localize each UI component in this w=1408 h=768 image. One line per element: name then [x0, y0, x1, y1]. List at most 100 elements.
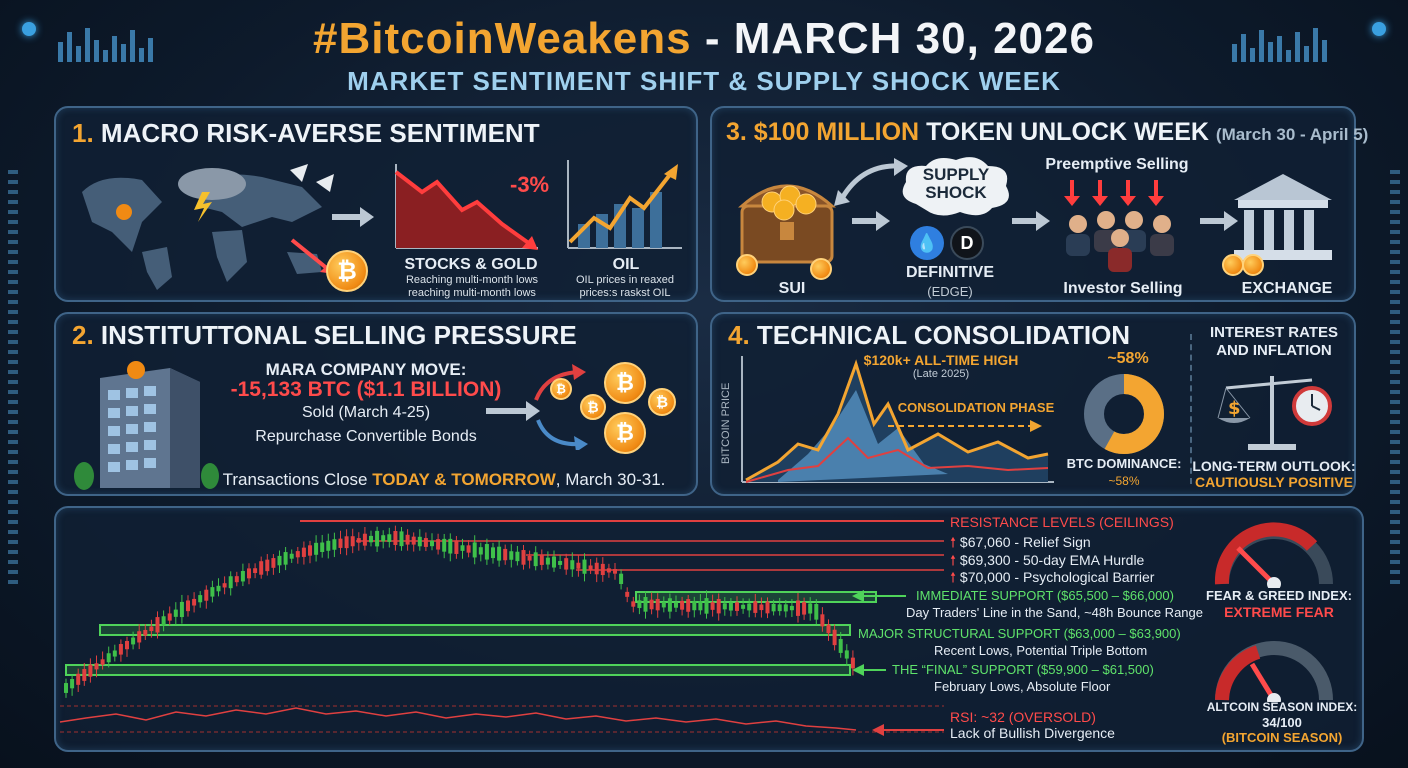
candle [143, 629, 148, 636]
altcoin-season-gauge [1215, 641, 1333, 702]
corner-bars-left [58, 28, 153, 62]
preemptive-label: Preemptive Selling [1045, 156, 1189, 173]
candle [478, 547, 483, 555]
bitcoin-icon: ₿ [326, 250, 368, 292]
candle [667, 598, 672, 612]
candle [460, 545, 465, 551]
candle [137, 631, 142, 643]
candle [216, 585, 221, 592]
page-title: #BitcoinWeakens - MARCH 30, 2026 [313, 14, 1095, 63]
candle [759, 604, 764, 611]
candle [600, 563, 605, 576]
candle [503, 548, 508, 561]
stocks-change: -3% [510, 172, 550, 197]
bitcoin-icon: ₿ [648, 388, 676, 416]
candle [259, 561, 264, 575]
candle [753, 601, 758, 613]
arrow-right-icon [1012, 211, 1050, 231]
candle [271, 558, 276, 568]
edge-label: (EDGE) [927, 284, 973, 299]
coin-icon [1222, 254, 1244, 276]
support-title: IMMEDIATE SUPPORT ($65,500 – $66,000) [916, 588, 1174, 603]
donut-btc-share [1084, 374, 1164, 454]
resistance-level: 🠕 $69,300 - 50-day EMA Hurdle [950, 552, 1145, 568]
candle [747, 603, 752, 611]
candle [802, 602, 807, 615]
investor-selling-label: Investor Selling [1063, 280, 1183, 297]
candle [576, 562, 581, 569]
candle [125, 641, 129, 650]
candle [387, 534, 392, 542]
candle [234, 576, 239, 583]
altcoin-note: (BITCOIN SEASON) [1221, 730, 1343, 745]
candle [405, 534, 410, 545]
candle [369, 535, 373, 543]
corner-dot [22, 22, 36, 36]
candle [789, 605, 794, 611]
candle [588, 565, 593, 570]
candle [76, 673, 81, 685]
candle [765, 601, 770, 614]
arrow-right-icon [332, 207, 374, 227]
candle [484, 544, 489, 560]
bitcoin-icon: ₿ [604, 412, 646, 454]
sui-logo-icon: 💧 [910, 226, 944, 260]
candle [393, 531, 398, 545]
candle [192, 598, 197, 606]
ath-date: (Late 2025) [912, 368, 970, 380]
y-axis-label: BITCOIN PRICE [720, 382, 732, 464]
candle [228, 576, 233, 589]
left-decor [8, 170, 18, 590]
candle [826, 624, 831, 634]
candle [356, 538, 361, 543]
candle [161, 616, 166, 626]
candle [631, 601, 636, 607]
candle [411, 536, 416, 545]
candle [283, 552, 288, 565]
candle [100, 659, 105, 665]
candle [118, 644, 123, 655]
candle [533, 552, 538, 567]
candle [131, 637, 136, 645]
panel-title: 3. $100 MILLION TOKEN UNLOCK WEEK (March… [726, 118, 1369, 146]
world-map-icon [82, 164, 336, 290]
rsi-title: RSI: ~32 (OVERSOLD) [950, 709, 1096, 725]
exchange-bank-icon [1234, 174, 1332, 260]
rates-label: INTEREST RATES AND INFLATION [1209, 324, 1339, 359]
edge-logo-icon: D [950, 226, 984, 260]
speech-cloud-icon [902, 157, 1009, 216]
panel-macro-sentiment: 1. MACRO RISK-AVERSE SENTIMENT ₿ -3% STO… [54, 106, 698, 302]
candle [277, 555, 282, 566]
candle [198, 595, 203, 603]
candle [777, 604, 782, 612]
candle [94, 663, 99, 670]
coin-icon [736, 254, 758, 276]
candle [204, 589, 209, 601]
candle [692, 600, 697, 611]
candle [301, 547, 306, 557]
scales-clock-icon: $ [1217, 376, 1332, 450]
candle [82, 669, 87, 681]
curved-arrow-icon [834, 158, 908, 206]
resistance-title: RESISTANCE LEVELS (CEILINGS) [950, 514, 1174, 530]
candle [783, 604, 788, 612]
resistance-level: 🠕 $67,060 - Relief Sign [950, 534, 1091, 550]
panel-institutional-selling: 2. INSTITUTTONAL SELLING PRESSURE MARA C… [54, 312, 698, 496]
altcoin-value: 34/100 [1262, 715, 1302, 730]
consolidation-label: CONSOLIDATION PHASE [897, 400, 1055, 415]
dominance-value: ~58% [1108, 474, 1140, 488]
candle [509, 551, 514, 560]
repurchase-label: Repurchase Convertible Bonds [255, 428, 477, 445]
stocks-caption: reaching multi-month lows [408, 287, 536, 299]
oil-label: OIL [612, 256, 640, 273]
up-arrow-icon: 🠕 [950, 569, 957, 585]
candle [558, 560, 563, 565]
candle [308, 545, 312, 556]
transactions-close: Transactions Close TODAY & TOMORROW, Mar… [222, 470, 666, 489]
candle [710, 602, 715, 610]
arrow-right-icon [486, 401, 540, 421]
candle [649, 599, 654, 610]
fear-greed-gauge [1214, 522, 1333, 588]
candle [442, 538, 447, 552]
up-arrow-icon: 🠕 [950, 534, 957, 550]
